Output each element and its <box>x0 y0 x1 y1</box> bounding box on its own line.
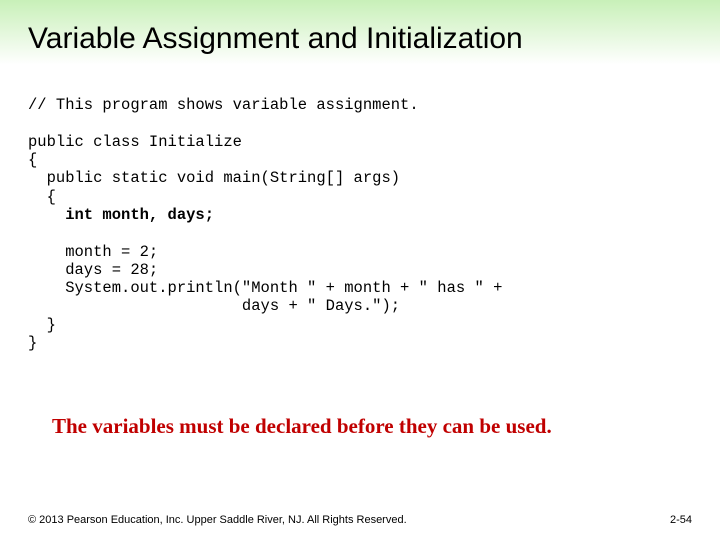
code-line: days = 28; <box>28 261 158 279</box>
code-line-declaration: int month, days; <box>28 206 214 224</box>
slide-title: Variable Assignment and Initialization <box>28 22 692 56</box>
code-line: { <box>28 151 37 169</box>
page-number: 2-54 <box>670 514 692 526</box>
code-line: month = 2; <box>28 243 158 261</box>
copyright-text: © 2013 Pearson Education, Inc. Upper Sad… <box>28 514 407 526</box>
code-line: days + " Days."); <box>28 297 400 315</box>
slide-note: The variables must be declared before th… <box>52 414 692 439</box>
slide: Variable Assignment and Initialization /… <box>0 0 720 540</box>
code-block: // This program shows variable assignmen… <box>28 78 692 352</box>
code-line: } <box>28 316 56 334</box>
code-line: // This program shows variable assignmen… <box>28 96 419 114</box>
code-line: } <box>28 334 37 352</box>
code-line: { <box>28 188 56 206</box>
code-line: public static void main(String[] args) <box>28 169 400 187</box>
code-line: public class Initialize <box>28 133 242 151</box>
code-line: System.out.println("Month " + month + " … <box>28 279 502 297</box>
slide-footer: © 2013 Pearson Education, Inc. Upper Sad… <box>28 514 692 526</box>
